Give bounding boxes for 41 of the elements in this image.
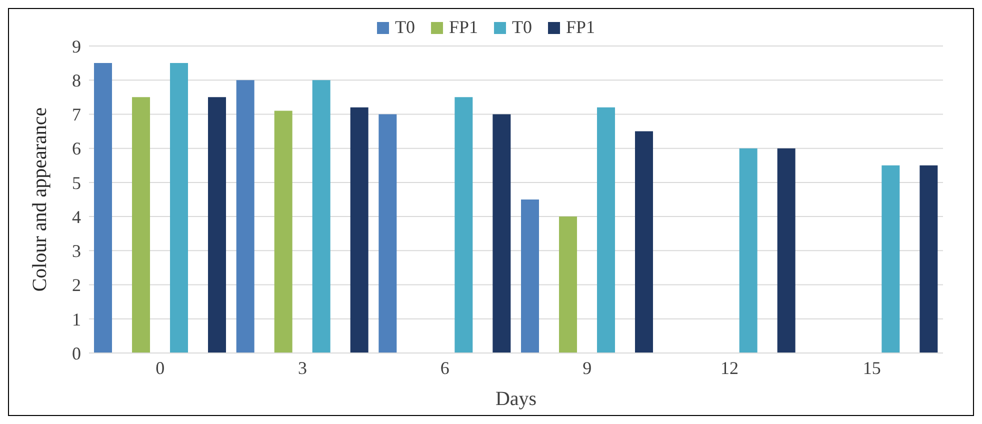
bar xyxy=(492,114,511,353)
y-tick-label: 9 xyxy=(72,36,81,56)
bar xyxy=(94,63,112,353)
bar xyxy=(739,148,758,353)
x-tick-label: 0 xyxy=(156,358,165,378)
bar xyxy=(274,110,292,353)
y-tick-label: 1 xyxy=(72,309,81,330)
y-tick-label: 8 xyxy=(72,70,81,90)
x-tick-label: 9 xyxy=(582,358,592,378)
legend-label: FP1 xyxy=(448,17,478,38)
bar xyxy=(521,200,539,353)
y-tick-label: 6 xyxy=(72,138,81,159)
bar xyxy=(559,216,577,353)
y-tick-label: 5 xyxy=(72,172,81,193)
bar xyxy=(236,80,254,353)
bar xyxy=(635,131,653,353)
x-axis-title: Days xyxy=(495,388,537,410)
x-tick-label: 6 xyxy=(440,358,450,378)
bar xyxy=(378,114,397,353)
y-tick-label: 3 xyxy=(72,241,81,262)
x-tick-label: 15 xyxy=(862,358,881,378)
bar xyxy=(882,165,900,353)
bar xyxy=(312,80,330,353)
y-tick-label: 4 xyxy=(72,206,81,227)
y-tick-label: 2 xyxy=(72,275,81,296)
x-tick-label: 12 xyxy=(720,358,738,378)
bar xyxy=(208,97,226,353)
bar xyxy=(350,107,368,353)
bar xyxy=(777,148,796,353)
y-tick-label: 0 xyxy=(72,343,81,364)
y-tick-label: 7 xyxy=(72,104,81,125)
x-tick-label: 3 xyxy=(298,358,307,378)
bar xyxy=(132,97,150,353)
legend-label: FP1 xyxy=(566,17,596,38)
bar xyxy=(170,63,188,353)
bar xyxy=(597,107,615,353)
bar xyxy=(454,97,473,353)
y-axis-title: Colour and appearance xyxy=(29,107,52,292)
legend-label: T0 xyxy=(394,17,415,38)
legend-label: T0 xyxy=(512,17,532,38)
bar xyxy=(920,165,938,353)
